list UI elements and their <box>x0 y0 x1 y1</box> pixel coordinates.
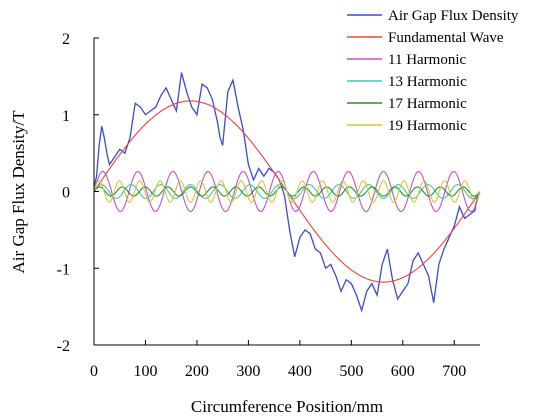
x-axis-title: Circumference Position/mm <box>191 397 383 416</box>
y-tick-label: -2 <box>57 338 70 355</box>
y-ticks: 2 1 0 -1 -2 <box>57 31 99 355</box>
x-tick-label: 200 <box>185 363 209 380</box>
x-tick-label: 500 <box>339 363 363 380</box>
x-tick-label: 400 <box>288 363 312 380</box>
y-tick-label: 1 <box>62 108 70 125</box>
legend-label: 17 Harmonic <box>388 96 467 112</box>
legend-label: 13 Harmonic <box>388 74 467 90</box>
legend-label: 19 Harmonic <box>388 118 467 134</box>
plot-lines <box>93 72 481 313</box>
y-axis-title: Air Gap Flux Density/T <box>9 110 28 274</box>
x-tick-label: 0 <box>90 363 98 380</box>
x-tick-label: 100 <box>133 363 157 380</box>
series-line-5 <box>93 180 481 203</box>
legend: Air Gap Flux Density Fundamental Wave 11 H… <box>347 8 519 134</box>
x-ticks: 0 100 200 300 400 500 600 700 <box>90 340 466 380</box>
legend-label: Fundamental Wave <box>388 30 504 46</box>
x-tick-label: 300 <box>236 363 260 380</box>
legend-label: Air Gap Flux Density <box>388 8 519 24</box>
y-tick-label: 2 <box>62 31 70 48</box>
x-tick-label: 700 <box>442 363 466 380</box>
y-tick-label: 0 <box>62 185 70 202</box>
legend-label: 11 Harmonic <box>388 52 467 68</box>
y-tick-label: -1 <box>57 261 70 278</box>
x-tick-label: 600 <box>391 363 415 380</box>
